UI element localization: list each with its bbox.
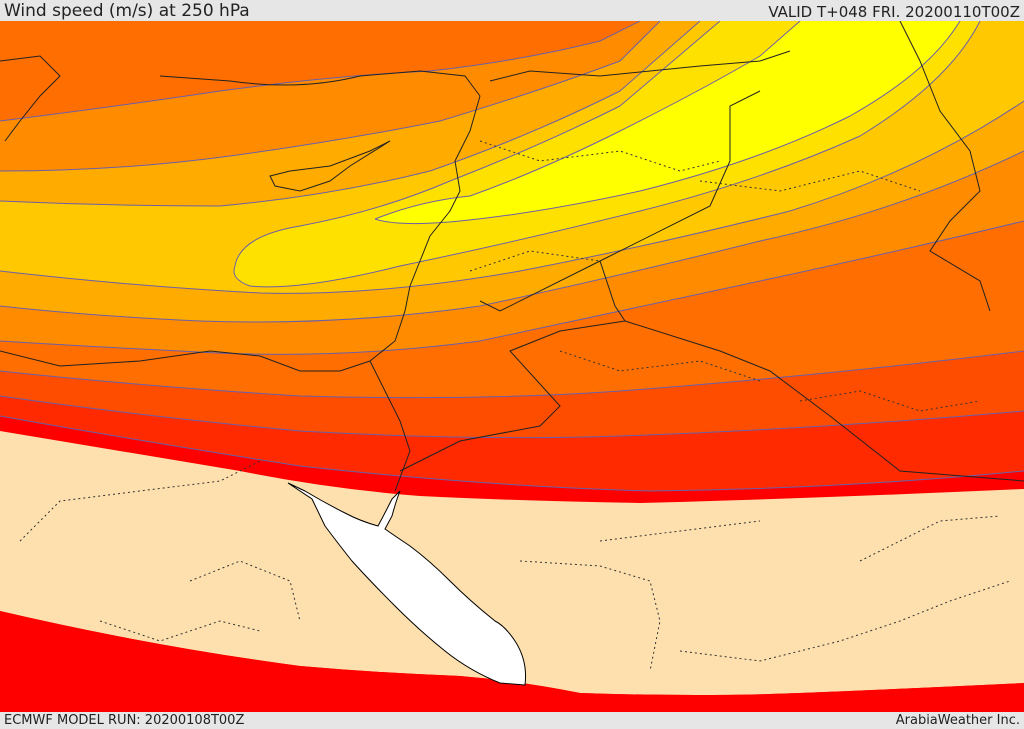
map-title: Wind speed (m/s) at 250 hPa (4, 1, 250, 21)
wind-speed-map (0, 21, 1024, 712)
borders (0, 21, 1024, 492)
credit-label: ArabiaWeather Inc. (895, 713, 1020, 728)
footer-bar: ECMWF MODEL RUN: 20200108T00Z ArabiaWeat… (0, 712, 1024, 729)
dotted-boundaries (19, 140, 1011, 672)
valid-time: VALID T+048 FRI. 20200110T00Z (768, 3, 1020, 21)
contour-lines (0, 21, 1024, 492)
band-9 (375, 21, 960, 224)
map-svg (0, 21, 1024, 712)
band-nw-patch (0, 21, 220, 121)
band-1-south (0, 611, 1024, 712)
calm-region (0, 431, 1024, 695)
red-sea (287, 482, 526, 686)
header-bar: Wind speed (m/s) at 250 hPa VALID T+048 … (0, 0, 1024, 21)
model-run-label: ECMWF MODEL RUN: 20200108T00Z (4, 713, 245, 728)
